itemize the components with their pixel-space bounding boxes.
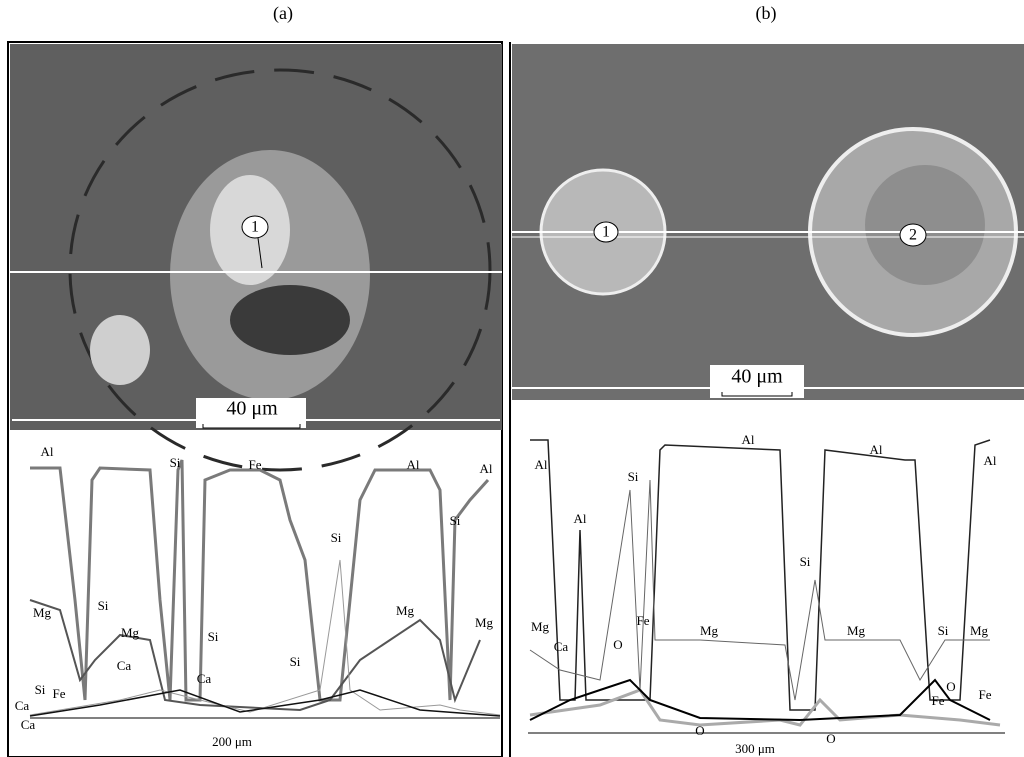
scale-bar-label: 40 μm [226, 398, 278, 420]
element-label: Al [535, 457, 548, 472]
element-label: Ca [15, 698, 30, 713]
element-label: Si [938, 623, 949, 638]
panel-label: (a) [273, 3, 293, 24]
inclusion-dark [230, 285, 350, 355]
element-label: Si [208, 629, 219, 644]
element-label: O [613, 637, 622, 652]
element-label: Ca [197, 671, 212, 686]
element-label: Al [41, 444, 54, 459]
element-label: Mg [970, 623, 989, 638]
scale-bar-label: 40 μm [731, 366, 783, 388]
element-label: Si [98, 598, 109, 613]
element-label: Mg [33, 605, 52, 620]
element-label: Al [574, 511, 587, 526]
page: (a) (b) 1 40 μm Al Si Fe Al Al Si Si Mg … [0, 0, 1024, 757]
element-label: Al [742, 432, 755, 447]
marker-label: 2 [909, 227, 917, 244]
element-label: Ca [21, 717, 36, 732]
element-labels: Al Al Al Al Si Al Si Mg Ca Fe O Mg Mg Si… [531, 432, 997, 746]
element-label: Fe [637, 613, 650, 628]
element-label: O [695, 723, 704, 738]
element-label: Al [407, 457, 420, 472]
element-label: Si [628, 469, 639, 484]
element-label: O [826, 731, 835, 746]
marker-label: 1 [251, 219, 259, 236]
element-label: Fe [249, 457, 262, 472]
element-label: Mg [396, 603, 415, 618]
element-label: Mg [475, 615, 494, 630]
panel-label: (b) [756, 3, 777, 24]
element-label: Mg [700, 623, 719, 638]
inclusion-bright [90, 315, 150, 385]
element-label: Si [290, 654, 301, 669]
marker-label: 1 [602, 224, 610, 241]
element-label: Si [450, 513, 461, 528]
element-label: Fe [979, 687, 992, 702]
element-label: Al [870, 442, 883, 457]
element-label: Al [480, 461, 493, 476]
element-label: Mg [847, 623, 866, 638]
profile-si [30, 560, 500, 715]
profile-al [530, 440, 990, 710]
element-label: Si [170, 455, 181, 470]
element-label: Si [35, 682, 46, 697]
inclusion-core [865, 165, 985, 285]
element-label: Si [800, 554, 811, 569]
element-label: Mg [531, 619, 550, 634]
profile-scale: 200 μm [212, 734, 252, 749]
element-label: Fe [53, 686, 66, 701]
element-label: Ca [554, 639, 569, 654]
element-label: Fe [932, 693, 945, 708]
profile-mg [530, 480, 990, 700]
element-label: Si [331, 530, 342, 545]
figure: (a) (b) 1 40 μm Al Si Fe Al Al Si Si Mg … [0, 0, 1024, 757]
element-label: O [946, 679, 955, 694]
profile-al [30, 460, 488, 700]
element-label: Mg [121, 625, 140, 640]
element-label: Al [984, 453, 997, 468]
profile-scale: 300 μm [735, 741, 775, 756]
element-label: Ca [117, 658, 132, 673]
